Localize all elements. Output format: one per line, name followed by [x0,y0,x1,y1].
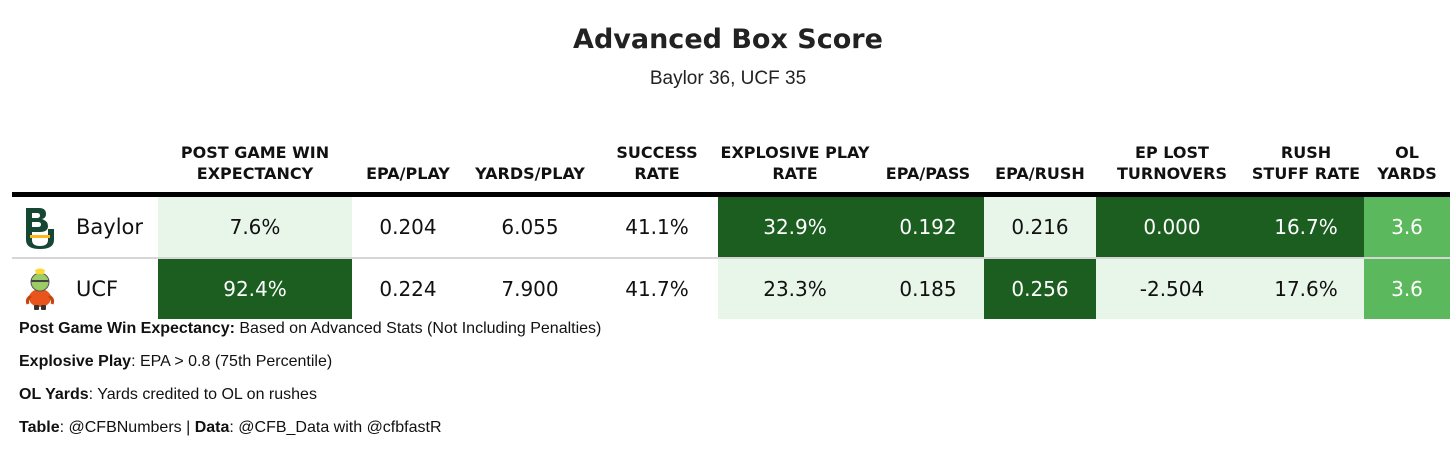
table-row: UCF 92.4% 0.224 7.900 41.7% 23.3% 0.185 … [12,258,1450,319]
credits-table-label: Table [19,419,60,436]
column-header: EPA/PLAY [366,164,450,183]
stat-cell: 41.7% [625,277,689,301]
footnote: Post Game Win Expectancy: Based on Advan… [19,318,601,351]
footnotes: Post Game Win Expectancy: Based on Advan… [19,318,601,450]
footnote-label: OL Yards [19,386,89,403]
footnote-label: Explosive Play [19,353,132,370]
stat-cell: 32.9% [718,194,872,259]
stat-cell: 7.6% [158,194,352,259]
column-header: EP LOST TURNOVERS [1117,143,1227,183]
stat-cell: 23.3% [718,258,872,319]
team-cell: Baylor [12,194,158,259]
column-header: EPA/RUSH [995,164,1085,183]
chart-title: Advanced Box Score [573,24,883,55]
stat-cell: 0.224 [379,277,437,301]
stat-cell: 3.6 [1364,194,1450,259]
ucf-knightro-logo-icon [25,268,55,310]
stat-cell: 17.6% [1248,258,1364,319]
footnote-label: Post Game Win Expectancy: [19,320,235,337]
table-row: Baylor 7.6% 0.204 6.055 41.1% 32.9% 0.19… [12,194,1450,259]
column-header: YARDS/PLAY [475,164,585,183]
stat-cell: 92.4% [158,258,352,319]
footnote-text: Based on Advanced Stats (Not Including P… [234,320,602,337]
stat-cell: 3.6 [1364,258,1450,319]
stat-cell: 0.204 [352,194,464,259]
column-header: SUCCESS RATE [616,143,698,183]
advanced-box-score-table: POST GAME WIN EXPECTANCY EPA/PLAY YARDS/… [12,108,1450,319]
stat-cell: 0.185 [872,258,984,319]
chart-subtitle: Baylor 36, UCF 35 [649,68,807,89]
footnote: Explosive Play: EPA > 0.8 (75th Percenti… [19,351,601,384]
team-name: UCF [76,277,119,301]
column-header: EPA/PASS [885,164,971,183]
column-header: RUSH STUFF RATE [1251,143,1361,183]
stat-cell: 41.1% [596,194,718,259]
column-header: POST GAME WIN EXPECTANCY [180,143,330,183]
footnote: OL Yards: Yards credited to OL on rushes [19,384,601,417]
team-column-header [12,108,158,195]
footnote-text: : Yards credited to OL on rushes [88,386,317,403]
column-header: OL YARDS [1377,143,1437,183]
team-cell: UCF [12,258,158,319]
header-row: POST GAME WIN EXPECTANCY EPA/PLAY YARDS/… [12,108,1450,195]
stat-cell: -2.504 [1096,258,1248,319]
stat-cell: 0.216 [984,194,1096,259]
stat-cell: 7.900 [501,277,559,301]
baylor-bu-logo-icon [26,208,54,249]
stat-cell: 0.000 [1096,194,1248,259]
stat-cell: 0.192 [872,194,984,259]
credits-data-text: : @CFB_Data with @cfbfastR [229,419,442,436]
stat-cell: 0.256 [984,258,1096,319]
stat-cell: 6.055 [464,194,596,259]
column-header: EXPLOSIVE PLAY RATE [720,143,870,183]
footnote-text: : EPA > 0.8 (75th Percentile) [131,353,333,370]
credits-table-text: : @CFBNumbers | [59,419,195,436]
credits-data-label: Data [194,419,230,436]
team-name: Baylor [76,215,144,239]
stat-cell: 16.7% [1248,194,1364,259]
credits: Table: @CFBNumbers | Data: @CFB_Data wit… [19,417,601,450]
